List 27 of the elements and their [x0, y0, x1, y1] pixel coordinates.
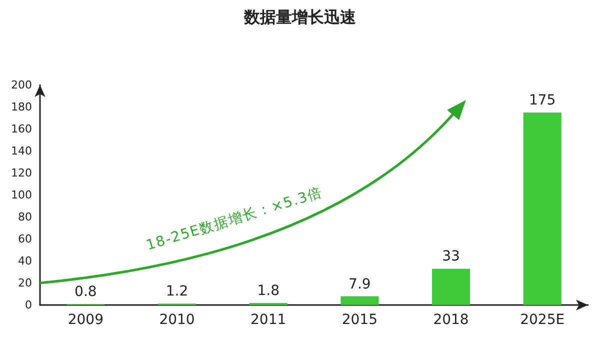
y-tick-label: 20	[18, 276, 32, 290]
x-tick-label: 2025E	[520, 312, 565, 328]
y-tick-label: 60	[18, 232, 32, 246]
data-label: 1.8	[257, 283, 280, 300]
x-tick-label: 2009	[68, 312, 104, 328]
bar	[340, 296, 379, 305]
y-tick-label: 140	[11, 144, 32, 158]
x-tick-label: 2015	[342, 312, 378, 328]
data-label: 1.2	[166, 284, 188, 300]
data-label: 33	[442, 248, 460, 265]
y-tick-label: 40	[18, 254, 32, 268]
x-tick-label: 2018	[433, 312, 469, 328]
data-label: 0.8	[74, 284, 97, 300]
y-tick-label: 100	[11, 188, 32, 202]
data-label: 7.9	[348, 276, 371, 292]
y-tick-label: 120	[11, 166, 32, 180]
bar	[432, 268, 470, 305]
y-tick-label: 200	[11, 78, 32, 92]
y-tick-label: 80	[18, 210, 32, 224]
chart-title: 数据量增长迅速	[243, 8, 357, 26]
bar	[523, 112, 562, 305]
y-tick-label: 160	[11, 122, 32, 136]
y-tick-label: 180	[11, 100, 32, 114]
data-label: 175	[528, 92, 556, 108]
y-tick-label: 0	[25, 298, 32, 312]
x-tick-label: 2011	[250, 312, 286, 328]
x-tick-label: 2010	[159, 312, 195, 328]
